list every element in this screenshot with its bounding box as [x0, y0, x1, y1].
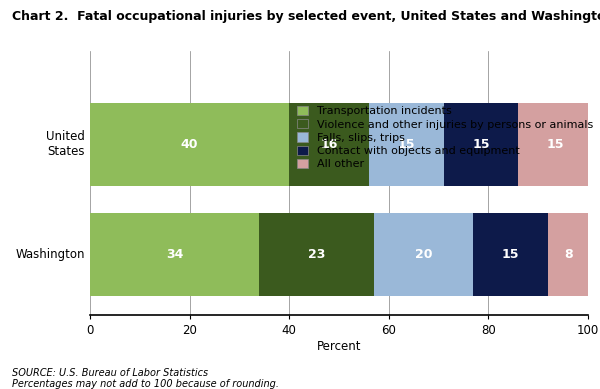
Bar — [90, 213, 259, 296]
Bar — [90, 103, 289, 186]
Bar — [548, 213, 588, 296]
Bar — [518, 103, 593, 186]
Text: 8: 8 — [564, 248, 572, 261]
Text: 16: 16 — [320, 138, 338, 151]
Bar — [259, 213, 374, 296]
Text: Chart 2.  Fatal occupational injuries by selected event, United States and Washi: Chart 2. Fatal occupational injuries by … — [12, 10, 600, 23]
Text: 34: 34 — [166, 248, 184, 261]
Text: 15: 15 — [472, 138, 490, 151]
Text: 15: 15 — [502, 248, 520, 261]
Legend: Transportation incidents, Violence and other injuries by persons or animals, Fal: Transportation incidents, Violence and o… — [295, 104, 595, 172]
Bar — [473, 213, 548, 296]
Text: 23: 23 — [308, 248, 325, 261]
Bar — [289, 103, 369, 186]
X-axis label: Percent: Percent — [317, 340, 361, 353]
Bar — [374, 213, 473, 296]
Text: 40: 40 — [181, 138, 199, 151]
Text: 15: 15 — [397, 138, 415, 151]
Text: SOURCE: U.S. Bureau of Labor Statistics: SOURCE: U.S. Bureau of Labor Statistics — [12, 368, 208, 378]
Text: 15: 15 — [547, 138, 565, 151]
Bar — [369, 103, 443, 186]
Bar — [443, 103, 518, 186]
Text: Percentages may not add to 100 because of rounding.: Percentages may not add to 100 because o… — [12, 379, 279, 389]
Text: 20: 20 — [415, 248, 433, 261]
